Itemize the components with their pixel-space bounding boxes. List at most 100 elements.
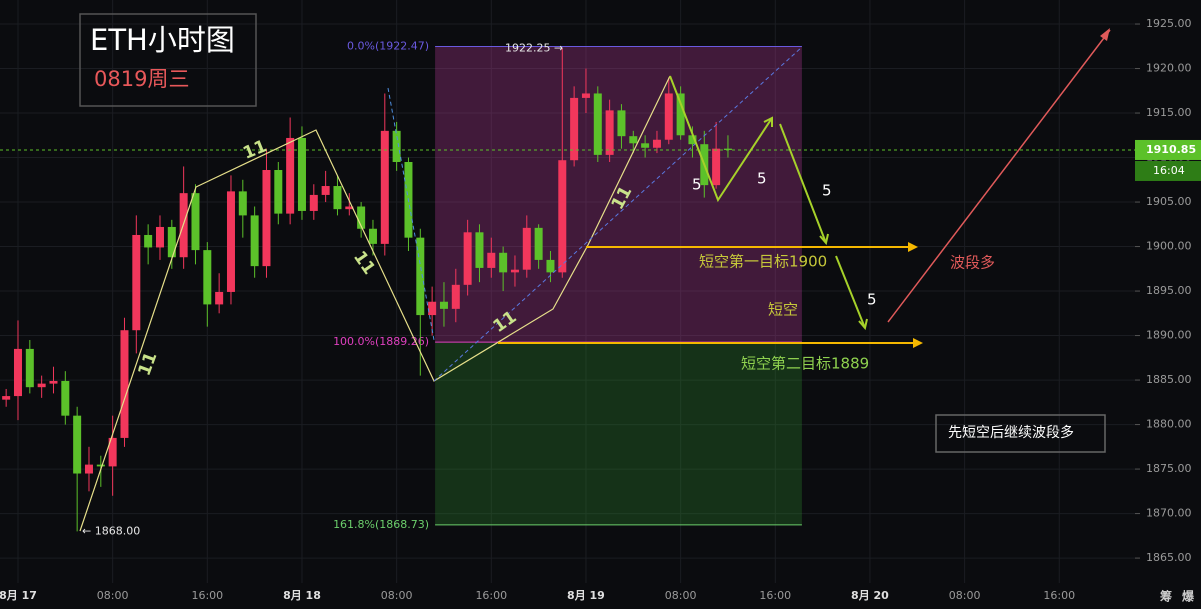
candle-body bbox=[25, 348, 34, 388]
dash-line bbox=[387, 87, 435, 341]
arrow-head bbox=[908, 242, 918, 252]
candle-body bbox=[617, 110, 626, 137]
candle-body bbox=[605, 110, 614, 155]
candle-body bbox=[345, 206, 354, 210]
candle-body bbox=[570, 97, 579, 161]
x-tick-label: 08:00 bbox=[97, 589, 129, 602]
candle-body bbox=[475, 232, 484, 268]
x-tick-label: 8月 18 bbox=[283, 589, 321, 602]
candle-body bbox=[558, 160, 567, 273]
toolbar-item: 筹 bbox=[1160, 589, 1172, 604]
extreme-label: ← 1868.00 bbox=[82, 524, 140, 537]
candle-body bbox=[167, 226, 176, 258]
price-label: 1910.85 bbox=[1146, 143, 1196, 156]
arrow-head bbox=[819, 233, 829, 246]
candle-body bbox=[581, 93, 590, 98]
candle-body bbox=[191, 193, 200, 251]
candle-body bbox=[132, 234, 141, 331]
candle-body bbox=[380, 130, 389, 244]
candle-body bbox=[226, 191, 235, 292]
fib-label: 0.0%(1922.47) bbox=[347, 40, 429, 53]
annotation: 5 bbox=[867, 291, 877, 309]
x-tick-label: 08:00 bbox=[665, 589, 697, 602]
annotation: 先短空后继续波段多 bbox=[948, 424, 1074, 441]
candle-body bbox=[321, 186, 330, 195]
candle-body bbox=[215, 291, 224, 305]
annotation: 短空第二目标1889 bbox=[741, 355, 869, 373]
y-tick-label: 1880.00 bbox=[1146, 418, 1192, 431]
candle-body bbox=[357, 206, 366, 229]
arrow-line bbox=[779, 123, 827, 244]
candle-body bbox=[629, 136, 638, 144]
arrow-line bbox=[887, 29, 1111, 323]
candle-body bbox=[522, 227, 531, 270]
candle-body bbox=[96, 464, 105, 467]
toolbar-item: 爆 bbox=[1182, 589, 1195, 604]
fib-box: 0.0%(1922.47) 100.0%(1889.26) 161.8%(1868.… bbox=[333, 40, 802, 531]
annotation: 短空第一目标1900 bbox=[699, 253, 827, 271]
price-box bbox=[1135, 139, 1201, 160]
y-tick-label: 1920.00 bbox=[1146, 62, 1192, 75]
candle-body bbox=[13, 348, 22, 397]
candle-body bbox=[61, 380, 70, 416]
y-tick-label: 1895.00 bbox=[1146, 284, 1192, 297]
candle-body bbox=[451, 284, 460, 309]
annotation: 短空 bbox=[768, 301, 798, 319]
x-tick-label: 16:00 bbox=[191, 589, 223, 602]
dash-line bbox=[433, 46, 803, 382]
arrow-head bbox=[1100, 28, 1110, 41]
chart-title: ETH小时图 bbox=[90, 23, 235, 57]
candle-body bbox=[49, 380, 58, 384]
candle-body bbox=[73, 415, 82, 474]
candle-body bbox=[274, 170, 283, 214]
candle-body bbox=[144, 234, 153, 248]
candle-body bbox=[712, 148, 721, 186]
y-tick-label: 1890.00 bbox=[1146, 329, 1192, 342]
y-tick-label: 1905.00 bbox=[1146, 195, 1192, 208]
candle-body bbox=[155, 226, 164, 248]
candle-body bbox=[392, 130, 401, 162]
candle-body bbox=[120, 330, 129, 438]
y-tick-label: 1900.00 bbox=[1146, 240, 1192, 253]
arrow-line bbox=[669, 75, 773, 203]
candle-body bbox=[546, 259, 555, 273]
candle-body bbox=[250, 215, 259, 267]
candle-body bbox=[664, 93, 673, 140]
candle-body bbox=[108, 437, 117, 467]
candle-body bbox=[309, 194, 318, 211]
arrow-line bbox=[835, 255, 866, 329]
x-tick-label: 08:00 bbox=[381, 589, 413, 602]
candle-body bbox=[297, 137, 306, 211]
y-tick-label: 1870.00 bbox=[1146, 507, 1192, 520]
candle-body bbox=[203, 250, 212, 305]
x-tick-label: 16:00 bbox=[475, 589, 507, 602]
fib-zone bbox=[435, 342, 802, 525]
annotation: 5 bbox=[692, 176, 702, 194]
y-tick-label: 1865.00 bbox=[1146, 551, 1192, 564]
candle-body bbox=[368, 228, 377, 244]
fib-label: 100.0%(1889.26) bbox=[333, 335, 429, 348]
candle-body bbox=[676, 93, 685, 136]
candle-body bbox=[428, 301, 437, 316]
y-tick-label: 1925.00 bbox=[1146, 17, 1192, 30]
annotation: 5 bbox=[822, 182, 832, 200]
title-box bbox=[79, 13, 257, 107]
candle-body bbox=[416, 237, 425, 316]
annotation: 5 bbox=[757, 170, 767, 188]
axis-panel bbox=[1135, 0, 1201, 609]
candle-body bbox=[286, 137, 295, 214]
x-tick-label: 08:00 bbox=[949, 589, 981, 602]
x-tick-label: 8月 20 bbox=[851, 589, 889, 602]
candle-body bbox=[641, 143, 650, 148]
x-tick-label: 8月 19 bbox=[567, 589, 605, 602]
candle-body bbox=[723, 148, 732, 150]
grid bbox=[0, 0, 1135, 583]
x-tick-label: 16:00 bbox=[1043, 589, 1075, 602]
candle-body bbox=[688, 135, 697, 145]
candle-body bbox=[463, 232, 472, 285]
y-tick-label: 1915.00 bbox=[1146, 106, 1192, 119]
candle-body bbox=[333, 186, 342, 210]
arrow-head bbox=[763, 116, 773, 127]
candle-body bbox=[439, 301, 448, 309]
candle-body bbox=[534, 227, 543, 260]
